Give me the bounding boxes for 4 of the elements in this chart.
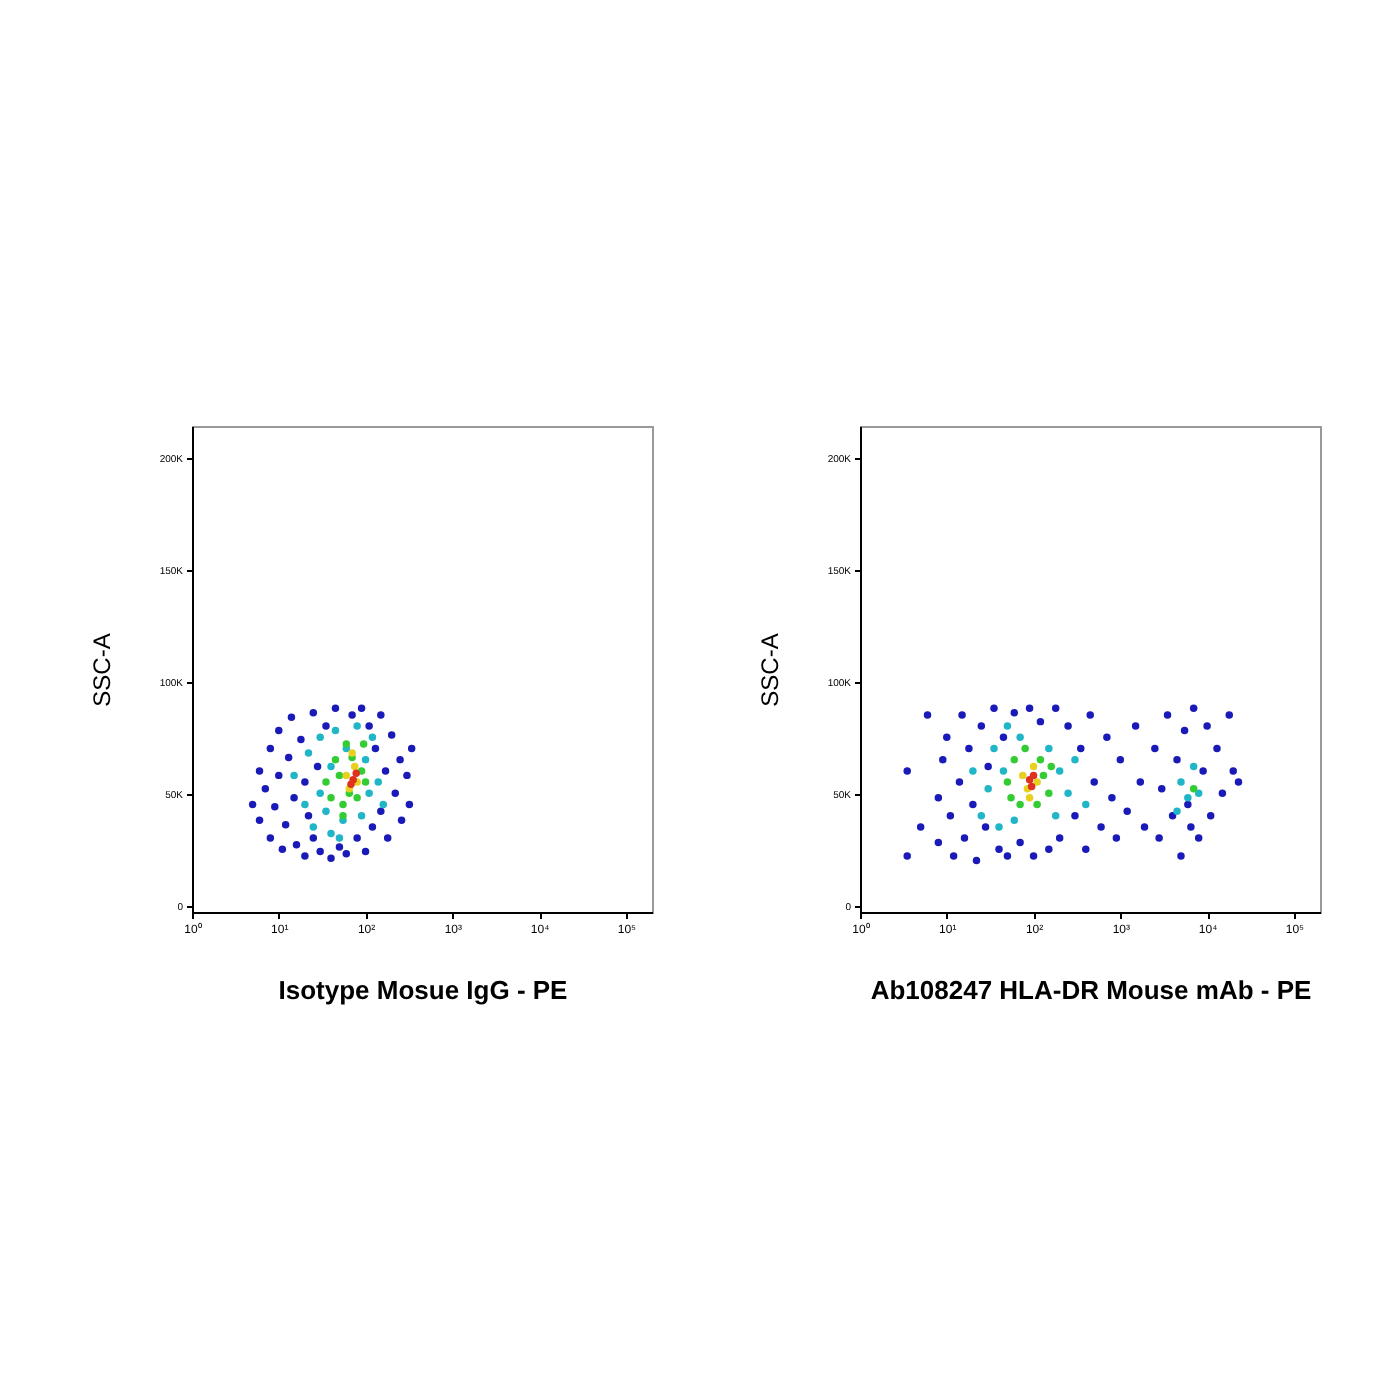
- y-axis-title: SSC-A: [87, 633, 116, 707]
- x-axis-title: Ab108247 HLA-DR Mouse mAb - PE: [870, 975, 1312, 1005]
- x-axis-title: Isotype Mosue IgG - PE: [278, 975, 569, 1005]
- y-axis-title: SSC-A: [755, 633, 784, 707]
